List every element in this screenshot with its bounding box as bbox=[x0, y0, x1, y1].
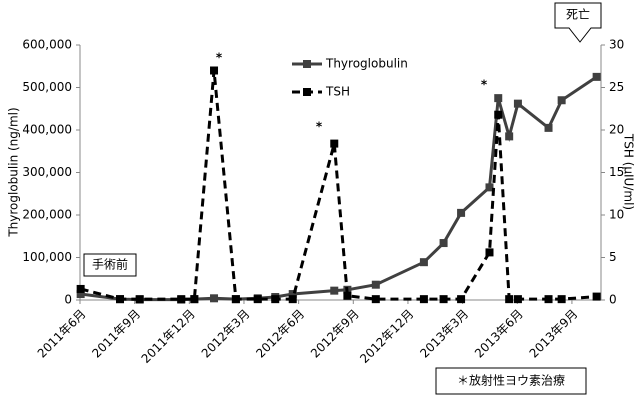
x-tick-label: 2012年9月 bbox=[308, 307, 362, 361]
series-marker bbox=[544, 295, 553, 304]
death-label: 死亡 bbox=[566, 8, 590, 22]
y-tick-label: 400,000 bbox=[22, 123, 72, 137]
series-marker bbox=[343, 291, 352, 300]
series-marker bbox=[76, 290, 85, 299]
series-marker bbox=[76, 284, 85, 293]
y2-tick-label: 30 bbox=[609, 38, 624, 52]
x-tick-label: 2013年3月 bbox=[417, 307, 471, 361]
series-marker bbox=[330, 139, 339, 148]
series-marker bbox=[439, 239, 448, 248]
x-tick-label: 2013年6月 bbox=[472, 307, 526, 361]
series-marker bbox=[271, 295, 280, 304]
series-marker bbox=[457, 295, 466, 304]
series-marker bbox=[513, 295, 522, 304]
series-marker bbox=[231, 295, 240, 304]
series-marker bbox=[494, 110, 503, 119]
y-tick-label: 100,000 bbox=[22, 250, 72, 264]
y-tick-label: 200,000 bbox=[22, 208, 72, 222]
series-marker bbox=[557, 295, 566, 304]
series-marker bbox=[544, 123, 553, 132]
series-marker bbox=[485, 183, 494, 192]
legend-label: Thyroglobulin bbox=[325, 57, 408, 71]
y-tick-label: 600,000 bbox=[22, 38, 72, 52]
pre-op-label: 手術前 bbox=[92, 257, 128, 272]
series-marker bbox=[592, 72, 601, 81]
y2-axis-label: TSH (μIU/ml) bbox=[622, 133, 636, 210]
pre-op-box bbox=[83, 253, 137, 277]
series-marker bbox=[288, 295, 297, 304]
series-marker bbox=[253, 295, 262, 304]
x-tick-label: 2012年12月 bbox=[357, 307, 416, 366]
series-marker bbox=[505, 132, 514, 141]
asterisk: * bbox=[316, 120, 323, 134]
series-marker bbox=[116, 295, 125, 304]
y-tick-label: 300,000 bbox=[22, 165, 72, 179]
series-marker bbox=[419, 258, 428, 267]
footnote: ＊放射性ヨウ素治療 bbox=[457, 373, 565, 388]
series-marker bbox=[494, 94, 503, 103]
series-marker bbox=[439, 295, 448, 304]
death-callout bbox=[554, 2, 602, 43]
asterisk: * bbox=[216, 51, 223, 65]
legend-marker bbox=[303, 60, 311, 68]
y2-tick-label: 20 bbox=[609, 123, 624, 137]
legend-marker bbox=[303, 88, 311, 96]
series-line bbox=[80, 70, 597, 301]
series-marker bbox=[177, 295, 186, 304]
series-marker bbox=[457, 208, 466, 217]
y-axis-label: Thyroglobulin (ng/ml) bbox=[7, 107, 21, 237]
asterisk: * bbox=[481, 78, 488, 92]
y2-tick-label: 0 bbox=[609, 293, 617, 307]
series-marker bbox=[210, 294, 219, 303]
series-marker bbox=[557, 96, 566, 105]
series-marker bbox=[513, 99, 522, 108]
series-marker bbox=[371, 295, 380, 304]
y-tick-label: 500,000 bbox=[22, 80, 72, 94]
x-tick-label: 2012年3月 bbox=[199, 307, 253, 361]
x-tick-label: 2011年9月 bbox=[89, 307, 143, 361]
series-marker bbox=[592, 292, 601, 301]
y-tick-label: 0 bbox=[64, 293, 72, 307]
series-marker bbox=[288, 290, 297, 299]
y2-tick-label: 25 bbox=[609, 80, 624, 94]
series-marker bbox=[210, 66, 219, 75]
x-tick-label: 2012年6月 bbox=[253, 307, 307, 361]
y2-tick-label: 10 bbox=[609, 208, 624, 222]
x-tick-label: 2011年6月 bbox=[35, 307, 89, 361]
series-marker bbox=[371, 280, 380, 289]
series-marker bbox=[505, 295, 514, 304]
y2-tick-label: 5 bbox=[609, 250, 617, 264]
x-tick-label: 2011年12月 bbox=[139, 307, 198, 366]
legend-label: TSH bbox=[325, 85, 350, 99]
series-marker bbox=[419, 295, 428, 304]
x-tick-label: 2013年9月 bbox=[527, 307, 581, 361]
footnote-box bbox=[435, 367, 587, 395]
series-marker bbox=[330, 286, 339, 295]
y2-tick-label: 15 bbox=[609, 165, 624, 179]
series-marker bbox=[190, 295, 199, 304]
series-marker bbox=[485, 248, 494, 257]
series-marker bbox=[135, 295, 144, 304]
